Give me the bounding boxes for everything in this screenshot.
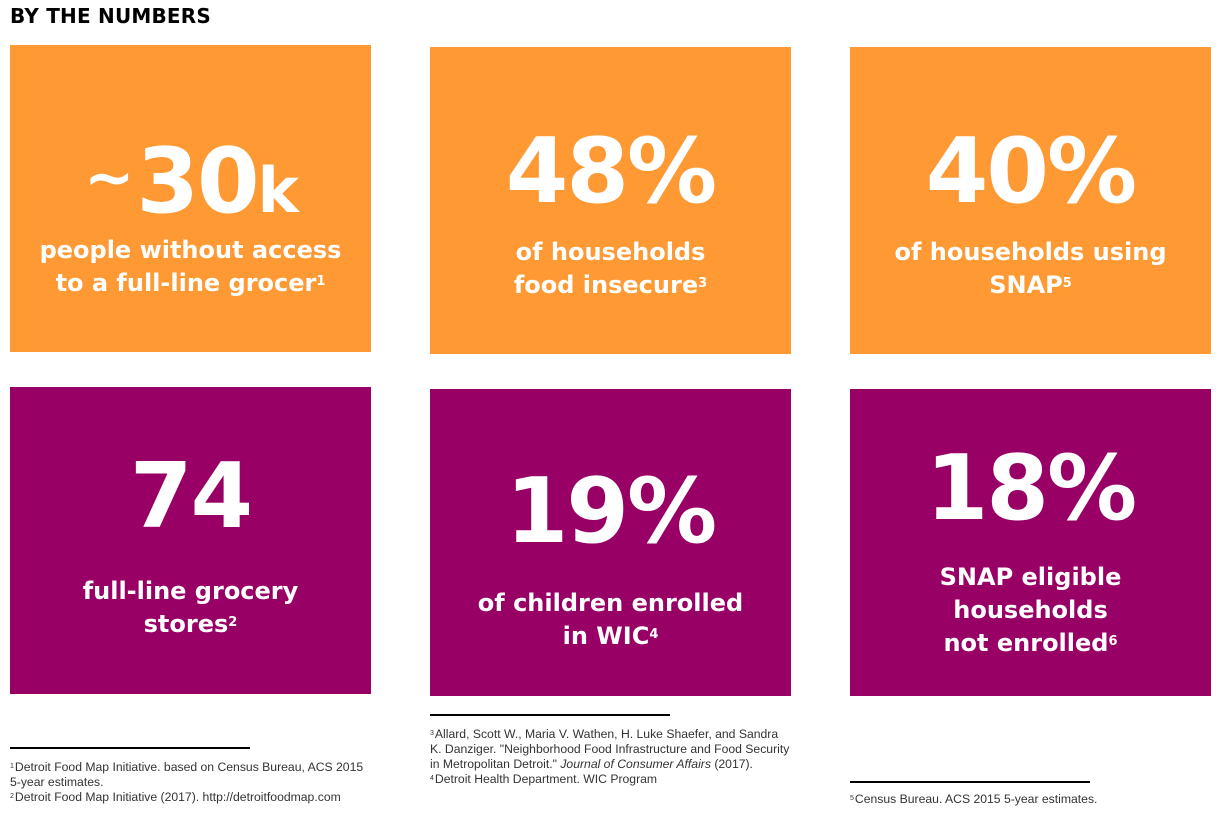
footnotes-col-1: 1Detroit Food Map Initiative. based on C…: [10, 760, 370, 805]
stat-value: 48%: [505, 119, 717, 224]
footnote: 3Allard, Scott W., Maria V. Wathen, H. L…: [430, 727, 790, 771]
stat-description: of households using SNAP5: [894, 238, 1167, 299]
footnote: 2Detroit Food Map Initiative (2017). htt…: [10, 790, 341, 804]
footnote: 5Census Bureau. ACS 2015 5-year estimate…: [850, 792, 1098, 806]
footnotes-col-3: 5Census Bureau. ACS 2015 5-year estimate…: [850, 792, 1210, 807]
footnote: 4Detroit Health Department. WIC Program: [430, 772, 658, 786]
footnote-ref[interactable]: 6: [1108, 634, 1118, 649]
stat-value: 18%: [925, 436, 1137, 541]
stat-tile-snap-usage: 40% of households using SNAP5: [850, 47, 1211, 354]
footnote-ref[interactable]: 2: [228, 615, 238, 630]
stat-description: SNAP eligible households not enrolled6: [939, 563, 1122, 657]
footnote-divider: [850, 781, 1090, 783]
footnote-ref[interactable]: 5: [1062, 276, 1072, 291]
section-heading: BY THE NUMBERS: [10, 4, 211, 28]
stat-tile-snap-not-enrolled: 18% SNAP eligible households not enrolle…: [850, 389, 1211, 696]
footnote-ref[interactable]: 1: [316, 274, 326, 289]
stat-tile-food-insecure: 48% of households food insecure3: [430, 47, 791, 354]
stat-value: 74: [129, 444, 253, 549]
footnote: 1Detroit Food Map Initiative. based on C…: [10, 760, 364, 789]
stat-value: 19%: [505, 459, 717, 564]
stat-tile-grocer-access: ~30k people without access to a full-lin…: [10, 45, 371, 352]
footnotes-col-2: 3Allard, Scott W., Maria V. Wathen, H. L…: [430, 727, 790, 787]
footnote-ref[interactable]: 3: [698, 276, 708, 291]
footnote-divider: [430, 714, 670, 716]
stat-tile-grocery-stores: 74 full-line grocery stores2: [10, 387, 371, 694]
stat-description: of households food insecure3: [513, 238, 708, 299]
stat-description: of children enrolled in WIC4: [477, 589, 744, 650]
stat-description: full-line grocery stores2: [82, 577, 299, 638]
footnote-divider: [10, 747, 250, 749]
footnote-ref[interactable]: 4: [649, 627, 659, 642]
stat-value: ~30k: [84, 129, 299, 234]
stat-description: people without access to a full-line gro…: [39, 236, 342, 297]
stat-value: 40%: [925, 119, 1137, 224]
stat-tile-wic-enrollment: 19% of children enrolled in WIC4: [430, 389, 791, 696]
